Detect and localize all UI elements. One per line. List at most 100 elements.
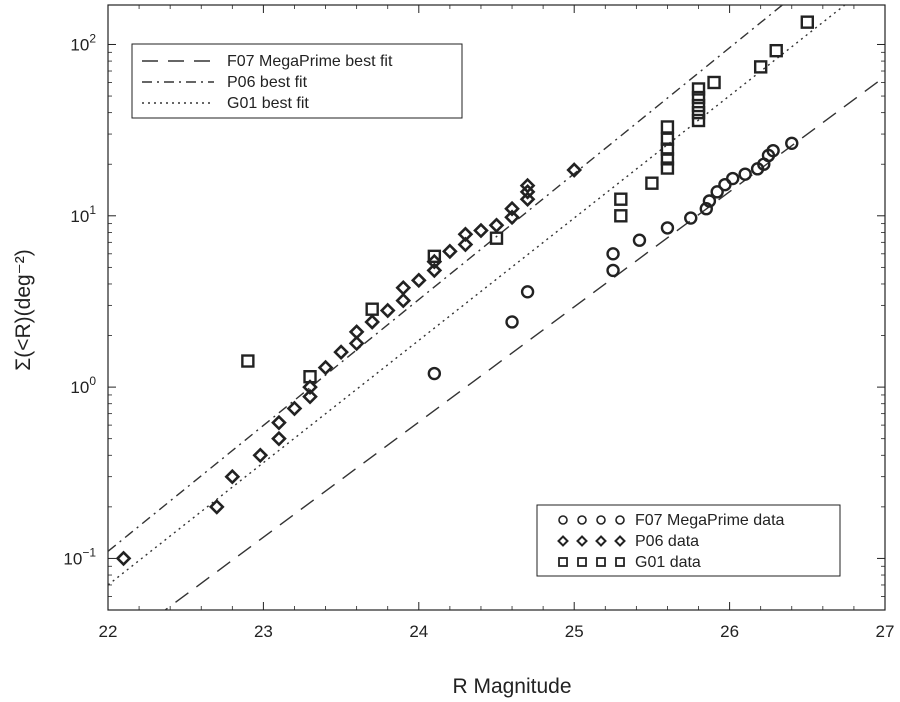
circle-legend-marker	[558, 515, 568, 525]
square-marker	[241, 354, 255, 368]
circle-marker	[738, 167, 752, 181]
y-tick-label: 10−1	[63, 545, 96, 568]
circle-marker	[766, 143, 780, 158]
square-marker	[365, 302, 379, 316]
diamond-marker	[473, 222, 489, 239]
circle-marker	[427, 366, 442, 381]
y-tick-base: 10	[63, 549, 82, 568]
diamond-marker	[426, 253, 443, 270]
x-tick-label: 25	[565, 622, 584, 641]
circle-marker	[699, 202, 713, 216]
circle-marker	[505, 315, 519, 329]
circle-marker	[520, 285, 535, 299]
y-tick-label: 100	[70, 374, 96, 397]
diamond-legend-marker	[557, 535, 569, 547]
diamond-marker	[566, 162, 583, 178]
line-legend: F07 MegaPrime best fit P06 best fit G01 be…	[131, 43, 463, 119]
line-legend-label: G01 best fit	[227, 95, 309, 112]
circle-legend-marker	[577, 515, 587, 525]
line-legend-box	[131, 43, 463, 119]
diamond-marker	[348, 335, 365, 352]
y-tick-base: 10	[70, 207, 89, 226]
diamond-marker	[504, 209, 520, 226]
square-marker	[691, 105, 706, 120]
square-marker	[707, 75, 721, 90]
y-tick-exponent: 2	[89, 31, 96, 45]
circle-marker	[785, 136, 799, 150]
diamond-marker	[504, 200, 520, 217]
circle-marker	[726, 171, 740, 186]
diamond-marker	[379, 302, 396, 319]
square-marker	[660, 132, 675, 146]
diamond-marker	[208, 499, 225, 515]
square-marker	[660, 161, 675, 175]
diamond-marker	[302, 388, 318, 405]
circle-marker	[632, 233, 647, 247]
circle-marker	[606, 263, 620, 278]
diamond-marker	[224, 468, 241, 485]
diamond-legend-marker	[576, 535, 588, 547]
x-tick-label: 22	[99, 622, 118, 641]
square-marker	[753, 60, 768, 74]
square-marker	[489, 231, 504, 245]
diamond-marker	[364, 314, 381, 330]
diamond-legend-marker	[614, 535, 626, 547]
diamond-marker	[271, 430, 287, 447]
x-tick-label: 27	[876, 622, 895, 641]
marker-legend-label: P06 data	[635, 533, 699, 550]
square-marker	[614, 192, 628, 206]
square-legend-marker	[577, 557, 587, 567]
diamond-marker	[252, 447, 269, 464]
square-marker	[303, 370, 317, 384]
marker-legend-label: F07 MegaPrime data	[635, 512, 785, 529]
diamond-marker	[457, 226, 474, 243]
square-marker	[691, 82, 706, 96]
diamond-marker	[410, 272, 427, 289]
square-marker	[769, 43, 783, 58]
data-markers	[115, 15, 814, 567]
y-tick-base: 10	[70, 35, 89, 54]
marker-legend-box	[536, 504, 841, 577]
x-axis-title: R Magnitude	[452, 675, 571, 698]
y-axis-title: Σ(<R)(deg⁻²)	[12, 249, 35, 371]
square-marker	[691, 98, 706, 113]
circle-marker	[660, 221, 675, 235]
y-tick-exponent: −1	[82, 545, 96, 559]
circle-marker	[606, 247, 620, 261]
fit-line	[108, 5, 784, 552]
y-tick-base: 10	[70, 378, 89, 397]
diamond-marker	[442, 243, 458, 260]
square-marker	[660, 120, 675, 134]
diamond-marker	[488, 217, 505, 234]
diamond-marker	[271, 414, 287, 431]
diamond-marker	[519, 183, 536, 200]
diamond-marker	[333, 344, 349, 360]
x-tick-label: 24	[409, 622, 428, 641]
marker-legend: F07 MegaPrime data P06 data G01 data	[536, 504, 841, 577]
square-legend-marker	[596, 557, 606, 567]
circle-legend-marker	[615, 515, 625, 525]
line-legend-label: P06 best fit	[227, 74, 308, 91]
diamond-legend-marker	[595, 535, 607, 547]
diamond-marker	[457, 236, 474, 253]
line-legend-label: F07 MegaPrime best fit	[227, 53, 393, 70]
plot-frame	[107, 4, 886, 611]
square-marker	[427, 249, 442, 264]
square-marker	[645, 176, 659, 190]
square-legend-marker	[558, 557, 568, 567]
diamond-marker	[519, 177, 536, 194]
diamond-marker	[519, 191, 536, 208]
diamond-marker	[395, 279, 412, 296]
diamond-marker	[317, 359, 334, 376]
diamond-marker	[395, 292, 412, 309]
plot-border	[107, 4, 886, 611]
y-tick-label: 101	[70, 203, 96, 226]
square-marker	[691, 90, 706, 105]
circle-legend-marker	[596, 515, 606, 525]
diamond-marker	[286, 400, 303, 417]
square-marker	[660, 152, 675, 166]
marker-legend-label: G01 data	[635, 554, 701, 571]
square-marker	[614, 209, 628, 223]
